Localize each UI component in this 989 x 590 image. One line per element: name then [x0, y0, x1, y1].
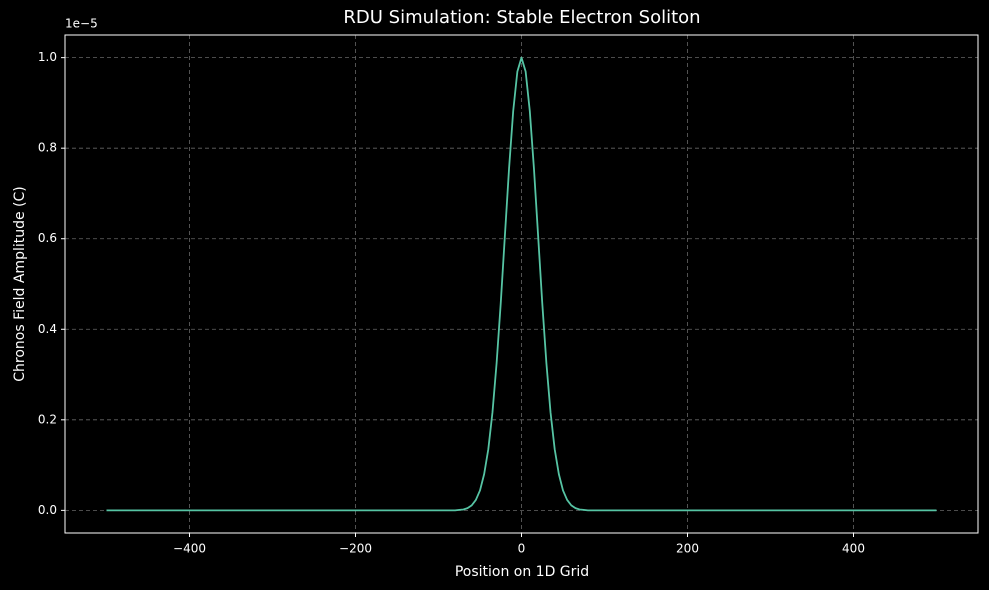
y-tick-label: 0.6 — [38, 231, 57, 245]
y-tick-label: 1.0 — [38, 50, 57, 64]
x-tick-label: −200 — [339, 542, 372, 556]
x-tick-label: 200 — [676, 542, 699, 556]
data-line — [106, 56, 937, 512]
y-tick-label: 0.2 — [38, 412, 57, 426]
chart-title: RDU Simulation: Stable Electron Soliton — [343, 7, 700, 28]
x-tick-label: 0 — [518, 542, 526, 556]
x-tick-label: 400 — [842, 542, 865, 556]
y-tick-label: 0.4 — [38, 322, 57, 336]
x-tick-label: −400 — [173, 542, 206, 556]
y-tick-label: 0.0 — [38, 503, 57, 517]
y-axis-label: Chronos Field Amplitude (C) — [12, 186, 28, 382]
y-offset-label: 1e−5 — [65, 17, 98, 31]
y-tick-label: 0.8 — [38, 141, 57, 155]
plot-frame — [64, 34, 979, 534]
x-axis-label: Position on 1D Grid — [455, 564, 589, 580]
